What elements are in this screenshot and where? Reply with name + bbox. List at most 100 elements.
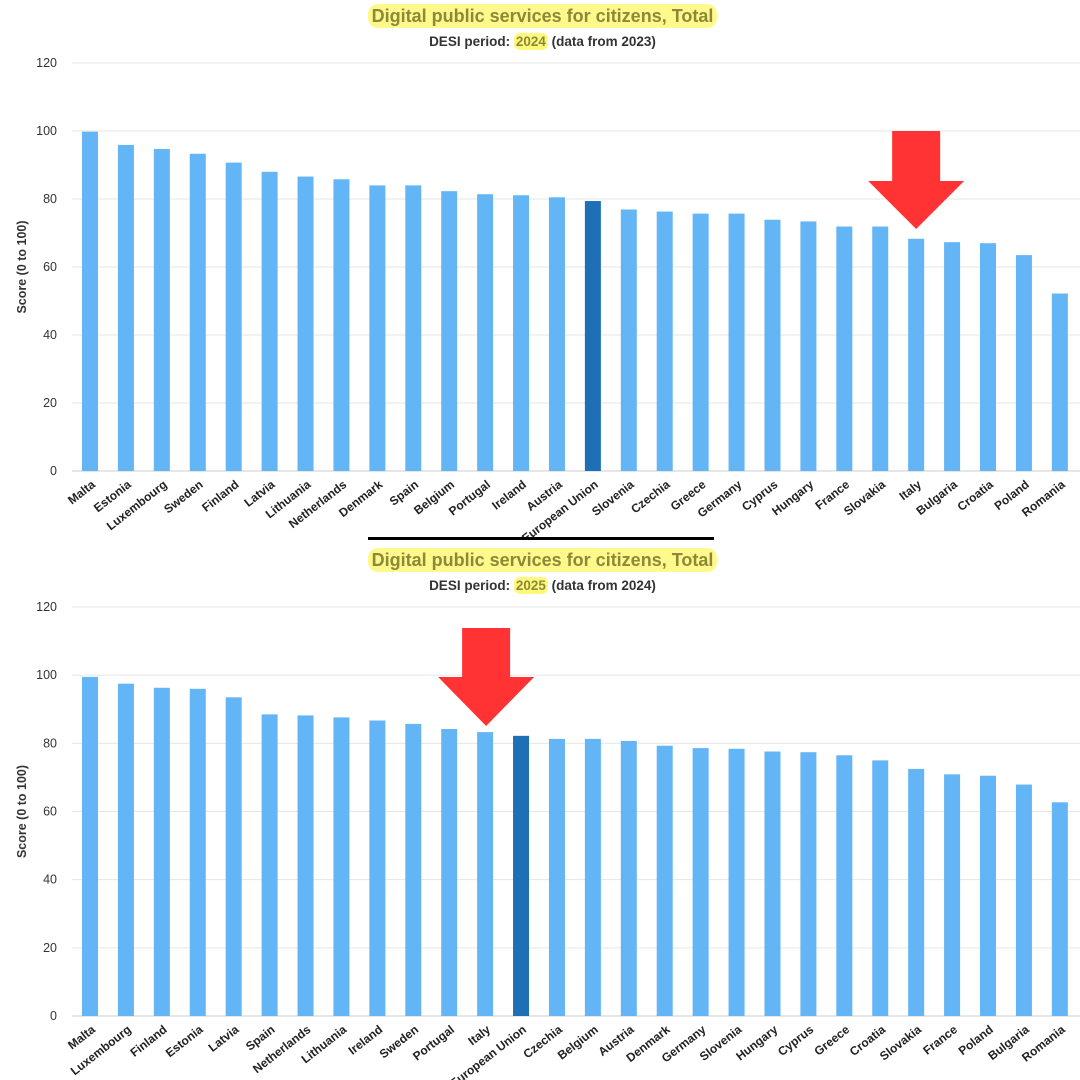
x-tick-label: Cyprus [775,1022,816,1059]
bar-cyprus [800,752,817,1016]
bar-finland [225,162,242,471]
y-tick-label: 100 [36,124,57,138]
x-tick-label: Belgium [555,1022,601,1062]
y-tick-label: 100 [36,668,57,682]
bar-luxembourg [117,683,134,1016]
bar-portugal [441,729,458,1016]
bar-portugal [477,194,494,472]
panel-divider [368,537,714,541]
bar-poland [980,775,996,1016]
bar-germany [692,748,709,1016]
y-tick-label: 0 [50,1009,57,1023]
red-arrow-annotation [868,131,965,229]
bar-hungary [764,751,781,1016]
bar-estonia [189,688,206,1016]
bar-czechia [656,211,673,471]
x-tick-label: France [920,1022,960,1057]
bar-poland [1015,255,1032,471]
chart-panel-2025: Digital public services for citizens, To… [0,540,1080,1080]
x-tick-label: Finland [199,477,241,514]
x-tick-label: Italy [465,1022,493,1048]
bar-chart-2024: 0 20 40 60 80 100 120 Score (0 to 100) MaltaEsto… [15,56,1080,540]
red-arrow-annotation [438,628,535,726]
bar-france [836,226,853,471]
bar-ireland [369,720,386,1016]
x-tick-label: Croatia [955,477,996,514]
bar-lithuania [333,717,350,1016]
bar-luxembourg [153,149,170,471]
bar-ireland [513,195,530,471]
subtitle-prefix: DESI period: [429,34,514,49]
bar-slovenia [728,748,745,1016]
chart-title-text: Digital public services for citizens, To… [367,4,718,28]
bar-czechia [548,738,565,1016]
chart-title: Digital public services for citizens, To… [0,548,1080,572]
bar-european-union [513,735,530,1016]
subtitle-prefix: DESI period: [429,578,514,593]
bar-germany [728,213,745,471]
y-tick-label: 40 [43,873,57,887]
bar-greece [692,213,709,471]
y-tick-label: 60 [43,260,57,274]
subtitle-year: 2024 [513,33,548,50]
bar-croatia [980,243,996,471]
x-tick-label: Finland [127,1022,169,1059]
bar-latvia [261,171,278,472]
bar-belgium [584,738,601,1016]
y-axis-label: Score (0 to 100) [15,220,29,313]
subtitle-year: 2025 [513,577,548,594]
bar-denmark [656,745,673,1016]
bar-italy [908,238,925,471]
bar-slovakia [908,768,925,1016]
y-tick-label: 0 [50,464,57,478]
bar-italy [477,732,494,1016]
x-tick-label: Italy [896,477,924,503]
bar-malta [82,676,98,1016]
bar-spain [405,185,422,471]
x-tick-label: Latvia [206,1022,242,1055]
y-axis-label: Score (0 to 100) [15,765,29,858]
x-tick-label: Sweden [161,477,205,516]
chart-subtitle: DESI period: 2025 (data from 2024) [0,577,1080,594]
bar-cyprus [764,219,781,471]
subtitle-suffix: (data from 2023) [547,34,656,49]
bar-denmark [369,185,386,471]
bar-sweden [405,723,422,1016]
y-tick-label: 120 [36,56,57,70]
bar-austria [548,197,565,472]
bar-lithuania [297,176,314,471]
x-tick-label: Ireland [489,477,529,512]
bar-spain [261,714,278,1016]
y-tick-label: 20 [43,396,57,410]
bar-bulgaria [1015,784,1032,1016]
y-tick-label: 80 [43,192,57,206]
bar-slovakia [872,226,889,471]
bar-estonia [117,144,134,471]
chart-title-text: Digital public services for citizens, To… [367,548,718,572]
x-tick-label: Bulgaria [913,477,960,518]
y-tick-label: 80 [43,736,57,750]
chart-panel-2024: Digital public services for citizens, To… [15,4,1080,540]
bar-france [944,774,961,1016]
y-tick-label: 120 [36,600,57,614]
bars [82,676,1068,1016]
bar-netherlands [333,179,350,471]
x-tick-label: Czechia [628,477,673,516]
bar-chart-2025: 0 20 40 60 80 100 120 Score (0 to 100) MaltaLuxe… [15,600,1080,1080]
subtitle-suffix: (data from 2024) [547,578,656,593]
bar-latvia [225,697,242,1016]
bar-romania [1051,293,1068,471]
bar-finland [153,687,170,1016]
bar-austria [620,740,637,1016]
bar-slovenia [620,209,637,472]
bar-romania [1051,802,1068,1016]
bar-bulgaria [944,242,961,471]
bar-malta [82,131,98,471]
x-tick-label: Greece [811,1022,852,1058]
bar-netherlands [297,715,314,1016]
bars [82,131,1068,472]
x-tick-label: Estonia [163,1022,206,1060]
bar-greece [836,755,853,1016]
